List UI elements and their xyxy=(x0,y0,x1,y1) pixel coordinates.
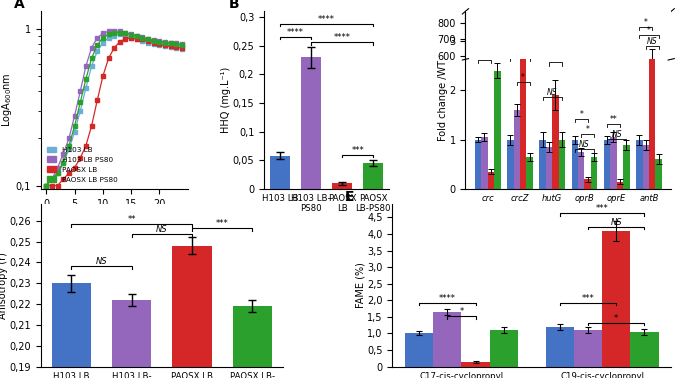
Legend: H103 LB, H103 LB PS80, PAOSX LB, PAOSX LB PS80: H103 LB, H103 LB PS80, PAOSX LB, PAOSX L… xyxy=(44,144,120,185)
Text: NS: NS xyxy=(579,139,590,149)
Bar xyxy=(656,160,662,189)
Text: *: * xyxy=(483,51,486,60)
Bar xyxy=(578,152,584,189)
Text: ***: *** xyxy=(351,146,364,155)
X-axis label: Time (h): Time (h) xyxy=(94,210,135,220)
Bar xyxy=(462,362,490,367)
Text: ****: **** xyxy=(439,294,456,303)
Bar xyxy=(475,139,481,189)
Text: ****: **** xyxy=(318,15,335,24)
Text: NS: NS xyxy=(612,130,622,139)
Text: NS: NS xyxy=(156,225,167,234)
Bar xyxy=(546,327,574,367)
Text: *: * xyxy=(459,307,464,316)
Text: NS: NS xyxy=(547,88,557,97)
Bar xyxy=(270,156,290,189)
Text: *: * xyxy=(518,48,522,57)
Text: **: ** xyxy=(610,115,618,124)
Bar xyxy=(584,179,591,189)
Text: ***: *** xyxy=(596,204,609,214)
Bar xyxy=(363,163,383,189)
Bar xyxy=(610,137,617,189)
Y-axis label: HHQ (mg.L⁻¹): HHQ (mg.L⁻¹) xyxy=(221,67,231,133)
Bar xyxy=(636,139,643,189)
Text: *: * xyxy=(579,110,583,119)
Bar xyxy=(591,157,597,189)
Y-axis label: LogA$_{600}$nm: LogA$_{600}$nm xyxy=(0,73,14,127)
Text: **: ** xyxy=(513,23,521,33)
Text: ***: *** xyxy=(582,294,595,303)
Text: *: * xyxy=(553,53,557,62)
Y-axis label: Fold change /WT: Fold change /WT xyxy=(438,60,448,141)
Text: ****: **** xyxy=(334,33,351,42)
Text: *: * xyxy=(614,314,618,323)
Bar xyxy=(301,57,321,189)
Text: E: E xyxy=(345,190,355,204)
Bar xyxy=(507,139,513,189)
Bar xyxy=(52,283,91,378)
Text: NS: NS xyxy=(610,218,622,227)
Text: *: * xyxy=(521,73,525,82)
Bar xyxy=(559,139,565,189)
Bar xyxy=(513,110,520,189)
Text: ***: *** xyxy=(216,219,228,228)
Bar xyxy=(572,139,578,189)
Bar xyxy=(604,139,610,189)
Y-axis label: FAME (%): FAME (%) xyxy=(356,262,365,308)
Bar xyxy=(112,300,151,378)
Text: *: * xyxy=(586,125,590,134)
Text: ****: **** xyxy=(287,28,304,37)
Text: A: A xyxy=(14,0,25,11)
Text: B: B xyxy=(229,0,240,11)
Bar xyxy=(552,95,559,189)
Bar xyxy=(233,306,272,378)
Bar xyxy=(494,71,500,189)
Bar xyxy=(433,312,462,367)
Bar xyxy=(617,181,623,189)
Y-axis label: Anisotropy (r): Anisotropy (r) xyxy=(0,252,8,319)
Bar xyxy=(490,330,518,367)
Bar xyxy=(520,43,526,189)
Bar xyxy=(631,332,658,367)
Bar xyxy=(574,330,602,367)
Bar xyxy=(332,183,353,189)
Bar xyxy=(172,246,212,378)
Text: NS: NS xyxy=(96,257,107,266)
Bar xyxy=(649,11,656,189)
Text: **: ** xyxy=(127,215,136,224)
Bar xyxy=(602,231,631,367)
Bar xyxy=(623,145,630,189)
Bar xyxy=(546,147,552,189)
Bar xyxy=(526,157,533,189)
Bar xyxy=(481,137,487,189)
Text: *: * xyxy=(547,23,551,33)
Bar xyxy=(539,139,546,189)
Bar xyxy=(643,145,649,189)
Bar xyxy=(487,172,494,189)
Bar xyxy=(405,333,433,367)
